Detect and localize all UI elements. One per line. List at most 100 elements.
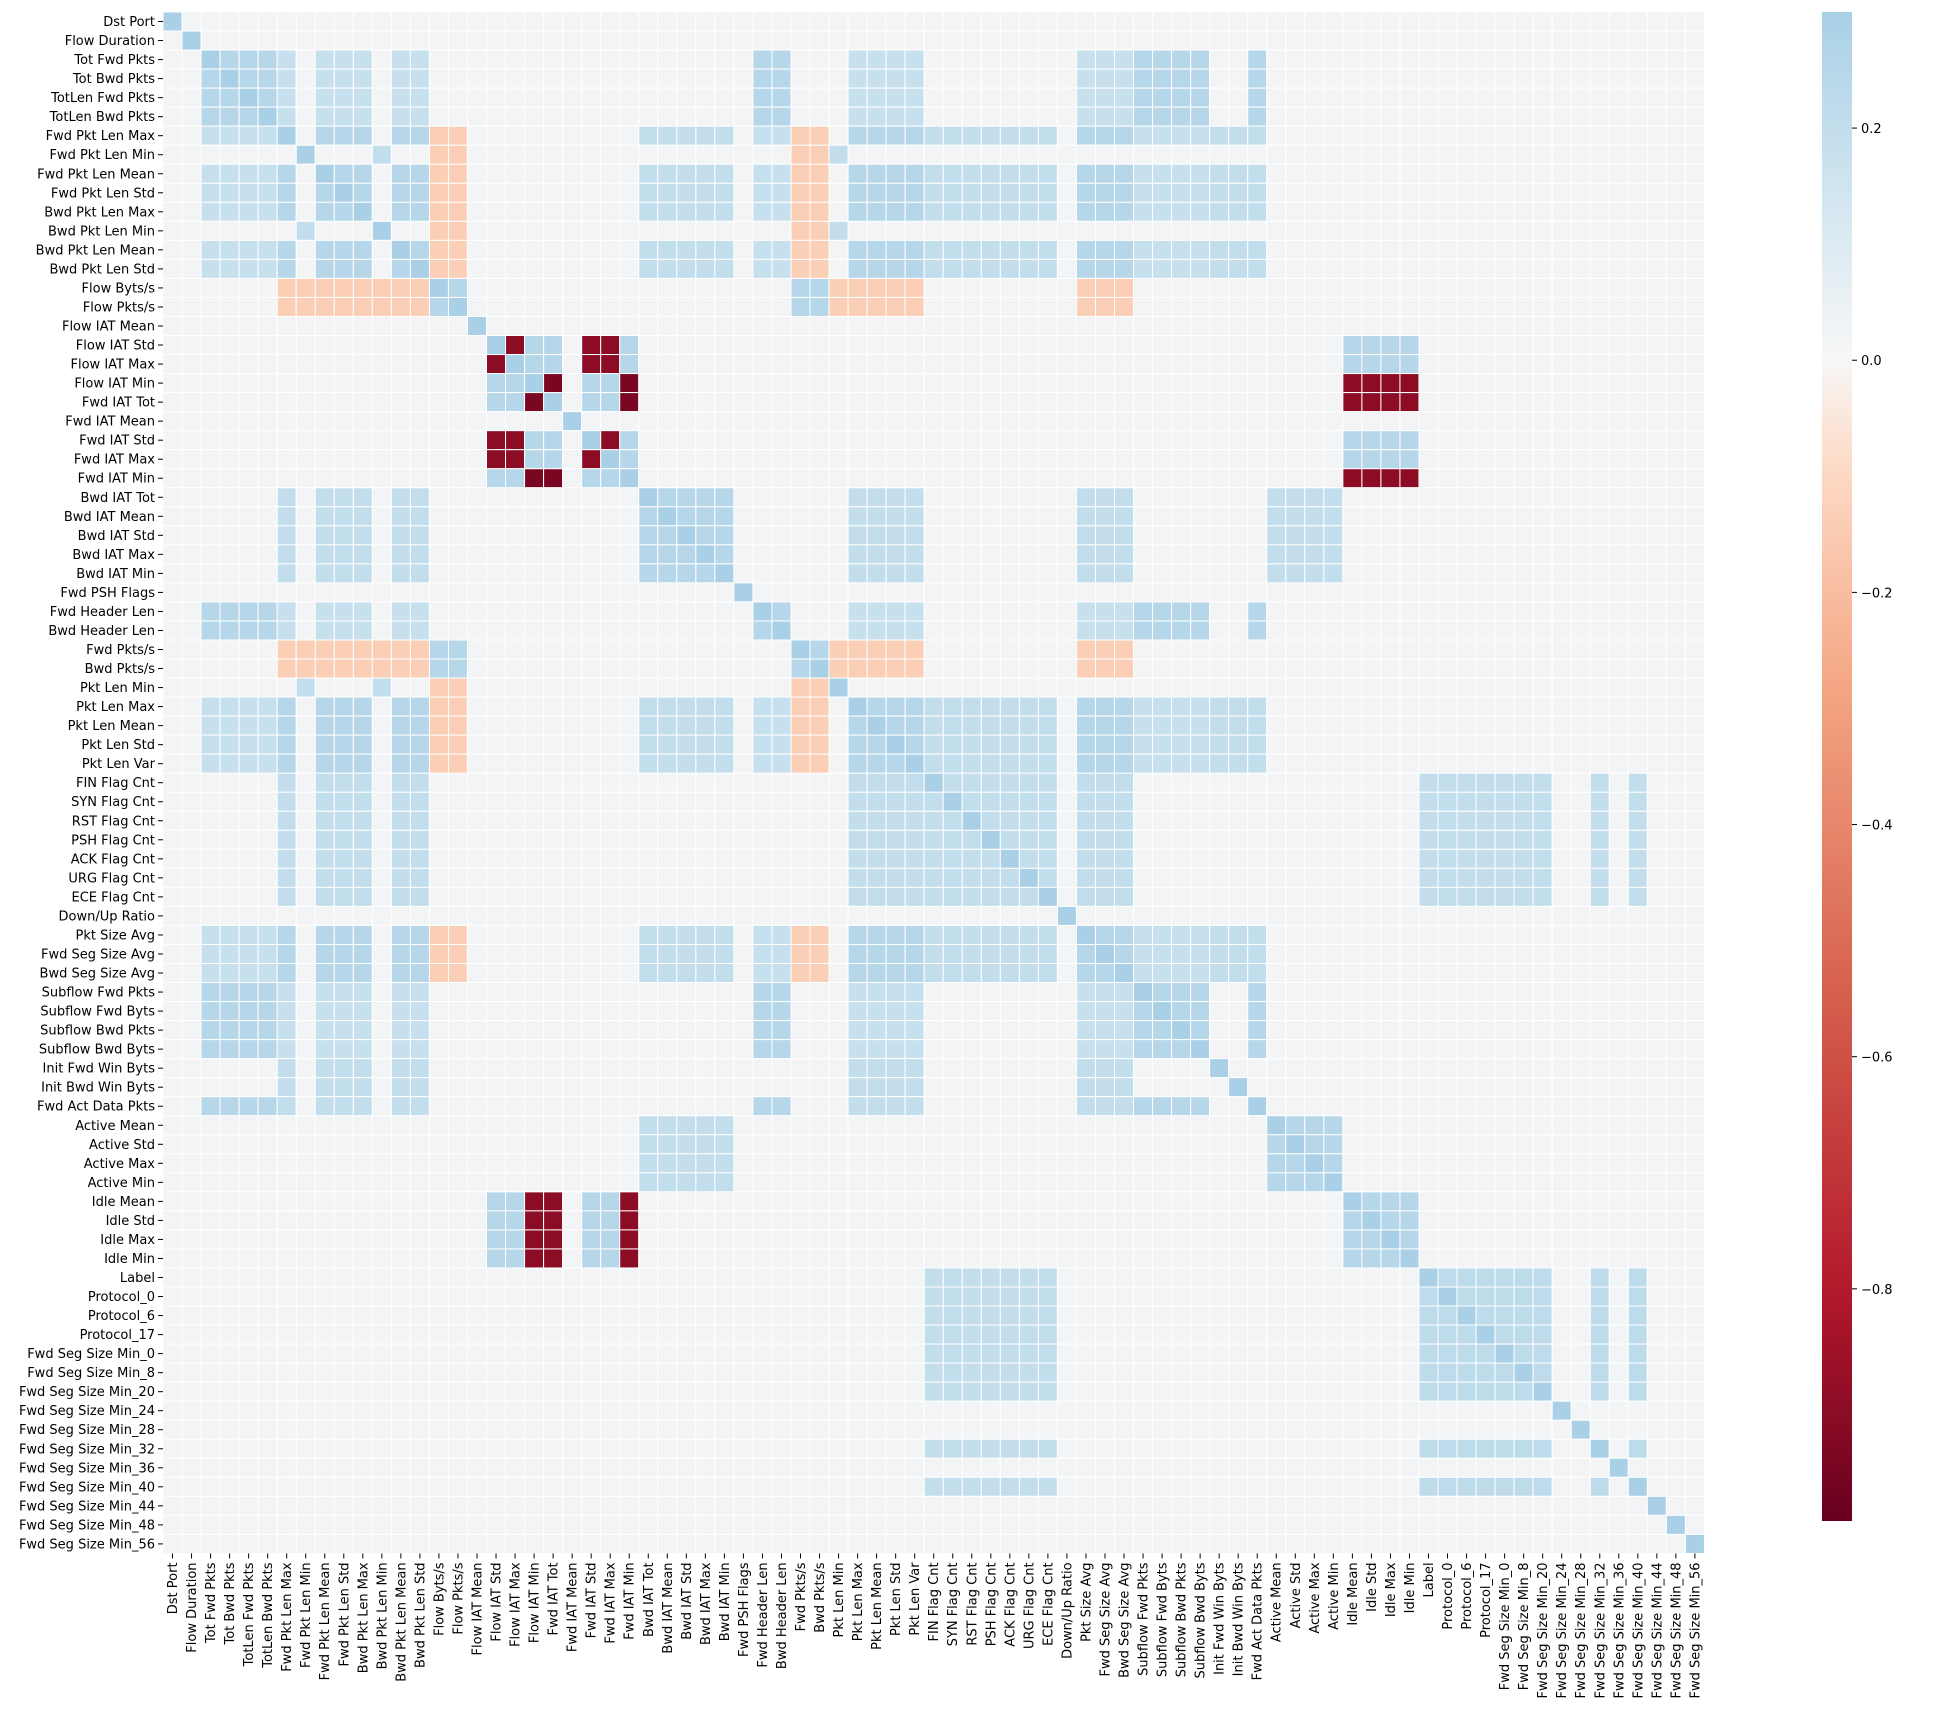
heatmap-cell [961,677,982,698]
heatmap-cell [466,1153,488,1174]
heatmap-cell [1665,125,1686,146]
heatmap-cell [1399,544,1420,565]
heatmap-cell [524,1153,545,1174]
heatmap-cell [1380,810,1401,831]
heatmap-cell [162,68,183,89]
heatmap-cell [1209,582,1230,603]
heatmap-cell [181,239,202,260]
heatmap-cell [428,1058,449,1079]
heatmap-cell [771,582,792,603]
heatmap-cell [295,487,316,508]
heatmap-cell [1532,848,1553,869]
heatmap-cell [1171,144,1192,165]
heatmap-cell [1475,30,1496,51]
heatmap-cell [942,924,963,945]
heatmap-cell [638,848,659,869]
heatmap-cell [904,525,925,546]
heatmap-cell [524,296,545,317]
heatmap-cell [1209,544,1230,565]
heatmap-cell [1323,258,1344,279]
heatmap-cell [1665,354,1686,375]
heatmap-cell [562,1077,583,1098]
heatmap-cell [695,449,716,470]
heatmap-cell [486,487,507,508]
heatmap-cell [1684,220,1705,241]
heatmap-cell [1266,1134,1287,1155]
heatmap-cell [276,1096,297,1117]
heatmap-cell [276,696,297,717]
heatmap-cell [1380,525,1401,546]
heatmap-cell [1380,144,1401,165]
heatmap-cell [809,1077,830,1098]
heatmap-cell [466,867,488,888]
heatmap-cell [657,734,678,755]
heatmap-cell [1018,848,1039,869]
heatmap-cell [1133,87,1154,108]
heatmap-cell [619,525,640,546]
heatmap-cell [809,277,830,298]
heatmap-cell [1665,315,1686,337]
heatmap-cell [752,1039,773,1060]
heatmap-cell [809,563,830,584]
heatmap-cell [942,30,963,51]
heatmap-cell [257,924,278,945]
heatmap-cell [428,772,449,793]
heatmap-cell [1684,734,1705,755]
heatmap-cell [1037,1039,1058,1060]
heatmap-cell [923,315,944,337]
heatmap-cell [1094,734,1115,755]
heatmap-cell [619,1039,640,1060]
heatmap-cell [1532,525,1553,546]
heatmap-cell [428,125,449,146]
heatmap-cell [828,1096,849,1117]
heatmap-cell [181,68,202,89]
heatmap-cell [733,563,754,584]
heatmap-cell [219,277,240,298]
heatmap-cell [600,1115,621,1136]
heatmap-cell [1018,753,1039,774]
heatmap-cell [1094,258,1115,279]
heatmap-cell [238,468,259,489]
heatmap-cell [923,30,944,51]
heatmap-cell [847,601,868,622]
heatmap-cell [961,620,982,641]
heatmap-cell [961,753,982,774]
heatmap-cell [1437,315,1458,337]
heatmap-cell [181,11,202,32]
heatmap-cell [447,943,468,964]
heatmap-cell [866,601,887,622]
heatmap-cell [1399,810,1420,831]
heatmap-cell [200,430,221,451]
heatmap-cell [1361,144,1382,165]
heatmap-cell [371,144,392,165]
heatmap-cell [162,296,183,317]
heatmap-cell [638,982,659,1003]
heatmap-cell [219,106,240,127]
heatmap-cell [1646,1153,1667,1174]
heatmap-cell [885,163,906,184]
heatmap-cell [333,677,354,698]
heatmap-cell [638,163,659,184]
heatmap-cell [1266,449,1287,470]
heatmap-cell [752,563,773,584]
heatmap-cell [1437,582,1458,603]
heatmap-cell [1094,296,1115,317]
heatmap-cell [371,201,392,222]
heatmap-cell [1646,696,1667,717]
heatmap-cell [980,163,1001,184]
heatmap-cell [581,258,602,279]
heatmap-cell [847,886,868,907]
heatmap-cell [1684,296,1705,317]
heatmap-cell [314,1039,335,1060]
heatmap-cell [1437,525,1458,546]
heatmap-cell [885,449,906,470]
heatmap-cell [295,753,316,774]
heatmap-cell [1437,1058,1458,1079]
heatmap-cell [352,106,373,127]
heatmap-cell [543,886,564,907]
heatmap-cell [1684,1115,1705,1136]
heatmap-cell [1361,449,1382,470]
heatmap-cell [885,392,906,413]
heatmap-cell [200,601,221,622]
heatmap-cell [1551,68,1572,89]
